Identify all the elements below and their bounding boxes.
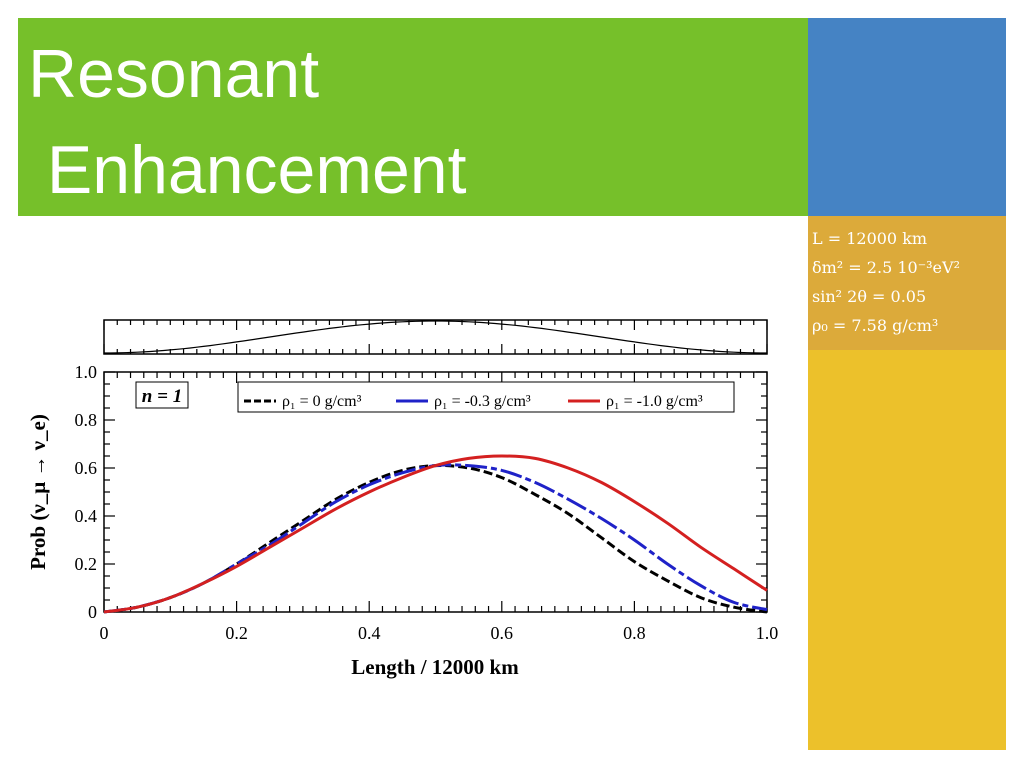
- profile-panel: [103, 319, 768, 355]
- x-tick-labels: 0 0.2 0.4 0.6 0.8 1.0: [100, 623, 779, 643]
- series-line-rho1-minus-1-0: [103, 454, 768, 614]
- parameter-mixing-angle: sin² 2θ = 0.05: [812, 287, 927, 306]
- parameter-density: ρ₀ = 7.58 g/cm³: [812, 316, 939, 335]
- legend: ρ₁ = 0 g/cm³ ρ₁ = -0.3 g/cm³ ρ₁ = -1.0 g…: [237, 381, 735, 413]
- series-line-rho1-0: [103, 464, 768, 614]
- x-tick-label-1: 0.2: [225, 623, 248, 643]
- parameters-panel: L = 12000 km δm² = 2.5 10⁻³eV² sin² 2θ =…: [808, 216, 1006, 350]
- y-tick-label-5: 1.0: [75, 362, 98, 382]
- probability-panel: 0 0.2 0.4 0.6 0.8 1.0 0 0.2 0.4 0.6 0.8 …: [26, 362, 778, 679]
- y-axis-label: Prob (ν_μ → ν_e): [26, 414, 50, 570]
- parameter-mass-splitting: δm² = 2.5 10⁻³eV²: [812, 258, 960, 277]
- series-line-rho1-minus-0-3: [103, 463, 768, 614]
- y-tick-label-1: 0.2: [75, 554, 98, 574]
- parameter-baseline: L = 12000 km: [812, 229, 928, 248]
- x-tick-label-3: 0.6: [491, 623, 514, 643]
- annotation-label: n = 1: [142, 386, 182, 407]
- profile-ticks: [103, 320, 768, 354]
- y-tick-label-3: 0.6: [75, 458, 98, 478]
- annotation-box: [135, 381, 189, 409]
- x-tick-label-5: 1.0: [756, 623, 779, 643]
- legend-label-0: ρ₁ = 0 g/cm³: [282, 393, 362, 410]
- x-axis-label: Length / 12000 km: [351, 655, 519, 679]
- blue-accent-block: [808, 18, 1006, 216]
- x-tick-label-2: 0.4: [358, 623, 381, 643]
- x-tick-label-4: 0.8: [623, 623, 646, 643]
- chart: 0 0.2 0.4 0.6 0.8 1.0 0 0.2 0.4 0.6 0.8 …: [26, 319, 778, 679]
- parameters-list: L = 12000 km δm² = 2.5 10⁻³eV² sin² 2θ =…: [812, 224, 960, 340]
- y-tick-label-2: 0.4: [75, 506, 98, 526]
- y-tick-labels: 0 0.2 0.4 0.6 0.8 1.0: [75, 362, 98, 622]
- legend-frame: [237, 381, 735, 413]
- title-band: Resonant Enhancement: [18, 18, 808, 216]
- y-tick-label-0: 0: [88, 602, 97, 622]
- profile-frame: [103, 319, 768, 355]
- yellow-accent-block: [808, 350, 1006, 750]
- legend-label-1: ρ₁ = -0.3 g/cm³: [434, 393, 531, 410]
- x-tick-label-0: 0: [100, 623, 109, 643]
- profile-line: [104, 320, 767, 354]
- legend-label-2: ρ₁ = -1.0 g/cm³: [606, 393, 703, 410]
- y-tick-label-4: 0.8: [75, 410, 98, 430]
- slide-title: Resonant Enhancement: [28, 36, 467, 208]
